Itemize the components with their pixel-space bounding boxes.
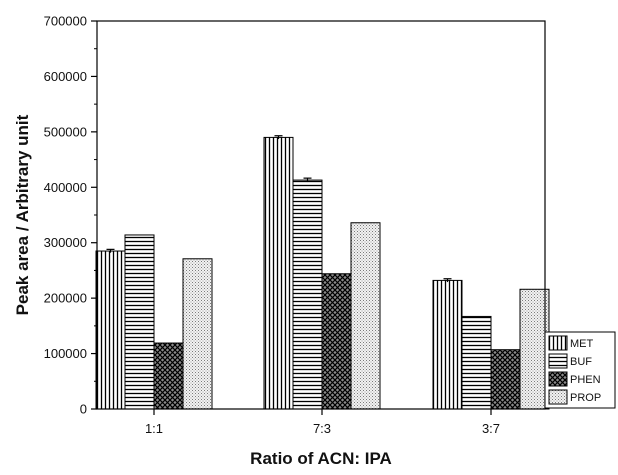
bar-met-1-1 — [95, 250, 126, 410]
bars-layer — [95, 136, 550, 410]
y-tick-label: 100000 — [44, 346, 87, 361]
bar-prop-1-1 — [182, 258, 213, 410]
legend-swatch-phen — [548, 371, 568, 387]
legend-label-buf: BUF — [570, 356, 592, 368]
x-axis-ticks: 1:1 7:3 3:7 — [145, 409, 500, 436]
legend: MET BUF PHEN PROP — [544, 331, 616, 409]
legend-swatch-prop — [548, 389, 568, 405]
y-tick-label: 400000 — [44, 180, 87, 195]
bar-met-7-3 — [263, 136, 294, 410]
x-tick-label: 3:7 — [482, 421, 500, 436]
legend-swatch-buf — [548, 353, 568, 369]
bar-phen-3-7 — [490, 349, 521, 410]
legend-label-prop: PROP — [570, 392, 601, 404]
bar-prop-7-3 — [350, 222, 381, 410]
x-tick-label: 7:3 — [313, 421, 331, 436]
bar-met-3-7 — [432, 279, 463, 410]
y-tick-label: 0 — [80, 402, 87, 417]
bar-phen-7-3 — [321, 273, 352, 410]
y-tick-label: 200000 — [44, 291, 87, 306]
y-tick-label: 300000 — [44, 235, 87, 250]
error-bars-layer — [106, 135, 452, 283]
bar-buf-7-3 — [292, 179, 323, 410]
y-tick-label: 700000 — [44, 14, 87, 29]
bar-prop-3-7 — [519, 288, 550, 410]
legend-swatch-met — [548, 335, 568, 351]
y-tick-label: 500000 — [44, 124, 87, 139]
y-axis-title: Peak area / Arbitrary unit — [13, 114, 32, 315]
x-axis-title: Ratio of ACN: IPA — [250, 449, 392, 468]
bar-phen-1-1 — [153, 342, 184, 410]
x-tick-label: 1:1 — [145, 421, 163, 436]
legend-label-met: MET — [570, 338, 594, 350]
legend-label-phen: PHEN — [570, 374, 601, 386]
y-tick-label: 600000 — [44, 69, 87, 84]
bar-buf-3-7 — [461, 315, 492, 410]
bar-buf-1-1 — [124, 234, 155, 410]
y-axis-ticks: 0 100000 200000 300000 400000 500000 600000 700… — [44, 14, 97, 417]
